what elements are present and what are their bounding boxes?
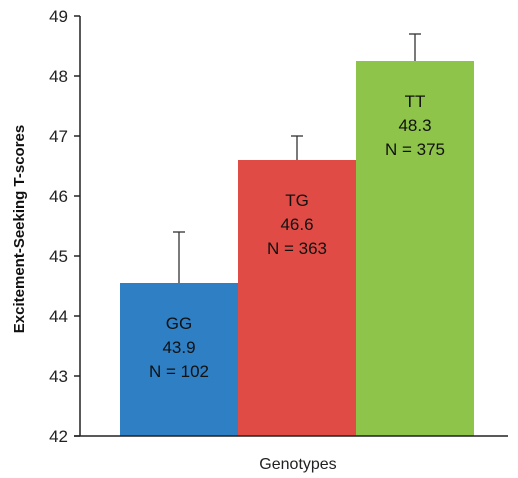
y-tick-label: 49 (49, 7, 68, 26)
bar-labels: GG 43.9 N = 102 TG 46.6 N = 363 TT 48.3 N = 375 (149, 92, 445, 381)
y-tick-label: 42 (49, 427, 68, 446)
y-axis-title: Excitement-Seeking T-scores (11, 125, 28, 333)
y-tick-label: 48 (49, 67, 68, 86)
y-tick-label: 43 (49, 367, 68, 386)
y-axis-ticks: 42 43 44 45 46 47 48 49 (49, 7, 80, 446)
bar-label-value-label: 46.6 (280, 215, 313, 234)
bars (120, 61, 474, 436)
bar-label-n-label: N = 102 (149, 362, 209, 381)
bar-label-value-label: 48.3 (398, 116, 431, 135)
bar-label-genotype: GG (166, 314, 192, 333)
bar-label-value-label: 43.9 (162, 338, 195, 357)
bar-label-n-label: N = 363 (267, 239, 327, 258)
bar-tg (238, 160, 356, 436)
error-bars (173, 33, 421, 283)
x-axis-title: Genotypes (259, 456, 336, 473)
bar-label-genotype: TG (285, 191, 309, 210)
bar-label-genotype: TT (405, 92, 426, 111)
bar-gg (120, 283, 238, 436)
bar-tt (356, 61, 474, 436)
bar-label-n-label: N = 375 (385, 140, 445, 159)
y-tick-label: 46 (49, 187, 68, 206)
y-tick-label: 45 (49, 247, 68, 266)
y-tick-label: 47 (49, 127, 68, 146)
y-tick-label: 44 (49, 307, 68, 326)
